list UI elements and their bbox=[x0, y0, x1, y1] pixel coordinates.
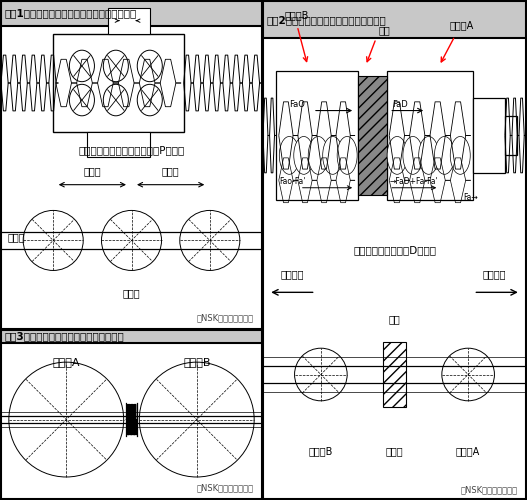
Bar bbox=[1, 1, 262, 25]
Bar bbox=[383, 342, 406, 407]
Bar bbox=[276, 70, 358, 200]
Text: 【図1】オーバーサイズボールによる予圧構造: 【図1】オーバーサイズボールによる予圧構造 bbox=[5, 8, 137, 18]
Bar bbox=[87, 132, 150, 157]
Text: ダブルナット予圧（D予圧）: ダブルナット予圧（D予圧） bbox=[353, 245, 436, 255]
Text: オーバーサイズボール予圧（P予圧）: オーバーサイズボール予圧（P予圧） bbox=[79, 145, 184, 155]
Circle shape bbox=[418, 136, 438, 174]
Text: 【図2】間座方式のダブルナット予圧構造: 【図2】間座方式のダブルナット予圧構造 bbox=[267, 14, 387, 24]
Text: 引張り力: 引張り力 bbox=[483, 270, 506, 280]
Circle shape bbox=[337, 136, 357, 174]
Bar bbox=[358, 76, 387, 195]
Circle shape bbox=[137, 84, 162, 116]
Circle shape bbox=[294, 136, 314, 174]
Text: ナットB: ナットB bbox=[183, 358, 210, 368]
Text: （NSKカタログより）: （NSKカタログより） bbox=[461, 485, 518, 494]
Text: FaD: FaD bbox=[392, 100, 407, 108]
Circle shape bbox=[403, 136, 423, 174]
Text: ナットB: ナットB bbox=[309, 446, 333, 456]
Circle shape bbox=[70, 50, 94, 82]
Text: ナットA: ナットA bbox=[53, 358, 80, 368]
Text: 間座: 間座 bbox=[388, 314, 401, 324]
Text: リード: リード bbox=[162, 166, 180, 176]
Bar bbox=[473, 98, 505, 173]
Text: ナット: ナット bbox=[8, 232, 25, 242]
Text: ねじ軸: ねじ軸 bbox=[123, 288, 140, 298]
Circle shape bbox=[103, 50, 129, 82]
Text: FaO: FaO bbox=[289, 100, 305, 108]
Bar bbox=[263, 1, 526, 38]
Circle shape bbox=[279, 136, 299, 174]
Bar bbox=[108, 8, 150, 34]
Circle shape bbox=[103, 84, 129, 116]
Text: Fa→: Fa→ bbox=[463, 193, 477, 202]
Text: Fao-Fa': Fao-Fa' bbox=[279, 178, 305, 186]
Circle shape bbox=[308, 136, 328, 174]
Bar bbox=[1, 330, 262, 342]
Text: （NSKカタログより）: （NSKカタログより） bbox=[197, 314, 254, 322]
Circle shape bbox=[323, 136, 343, 174]
Circle shape bbox=[434, 136, 454, 174]
Text: →FaD+Fa-Fa': →FaD+Fa-Fa' bbox=[389, 178, 438, 186]
Text: ナットA: ナットA bbox=[450, 20, 474, 30]
Bar bbox=[53, 34, 184, 132]
Text: ナットB: ナットB bbox=[284, 10, 308, 20]
Text: 引張り力: 引張り力 bbox=[280, 270, 304, 280]
Circle shape bbox=[387, 136, 407, 174]
Circle shape bbox=[70, 84, 94, 116]
Bar bbox=[387, 70, 473, 200]
Text: ねじ軸: ねじ軸 bbox=[386, 446, 403, 456]
Circle shape bbox=[137, 50, 162, 82]
Text: （NSKカタログより）: （NSKカタログより） bbox=[197, 483, 254, 492]
Text: リード: リード bbox=[84, 166, 101, 176]
Bar bbox=[505, 116, 517, 156]
Text: 【図3】定圧予圧方式のダブルナット構造: 【図3】定圧予圧方式のダブルナット構造 bbox=[5, 332, 125, 342]
Text: ナットA: ナットA bbox=[456, 446, 480, 456]
Circle shape bbox=[450, 136, 470, 174]
Text: 間座: 間座 bbox=[379, 26, 391, 36]
